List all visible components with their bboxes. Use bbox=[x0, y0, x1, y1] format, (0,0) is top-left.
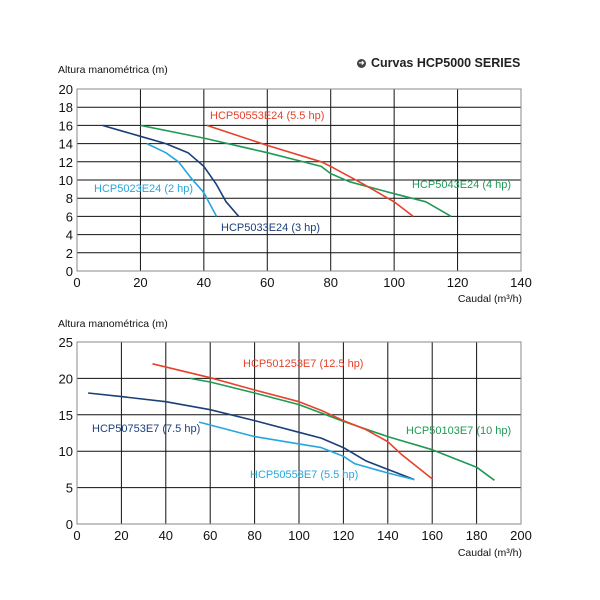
x-axis-label: Caudal (m³/h) bbox=[458, 547, 522, 559]
x-tick-label: 200 bbox=[510, 528, 532, 543]
y-tick-label: 4 bbox=[66, 228, 73, 243]
x-tick-label: 100 bbox=[288, 528, 310, 543]
plot-border bbox=[76, 341, 522, 525]
y-tick-label: 25 bbox=[59, 335, 73, 350]
x-tick-label: 20 bbox=[114, 528, 128, 543]
series-label: HCP50103E7 (10 hp) bbox=[406, 425, 511, 437]
y-tick-label: 0 bbox=[66, 517, 73, 532]
x-tick-label: 40 bbox=[197, 275, 211, 290]
series-label: HCP5023E24 (2 hp) bbox=[94, 183, 193, 195]
y-tick-label: 5 bbox=[66, 481, 73, 496]
y-tick-label: 15 bbox=[59, 408, 73, 423]
series-label: HCP50553E24 (5.5 hp) bbox=[210, 110, 324, 122]
series-line-hcp50553e24 bbox=[206, 124, 414, 218]
y-tick-label: 20 bbox=[59, 82, 73, 97]
x-tick-label: 0 bbox=[73, 275, 80, 290]
x-tick-label: 140 bbox=[510, 275, 532, 290]
y-tick-label: 8 bbox=[66, 191, 73, 206]
series-line-hcp50753e7 bbox=[88, 392, 415, 481]
series-line-hcp5033e24 bbox=[102, 124, 240, 217]
y-tick-label: 14 bbox=[59, 137, 73, 152]
y-tick-label: 10 bbox=[59, 444, 73, 459]
series-line-hcp5023e24 bbox=[146, 142, 218, 217]
series-label: HCP501253E7 (12.5 hp) bbox=[243, 358, 363, 370]
x-tick-label: 0 bbox=[73, 528, 80, 543]
series-line-hcp501253e7 bbox=[152, 363, 433, 480]
x-tick-label: 120 bbox=[333, 528, 355, 543]
y-axis-label: Altura manométrica (m) bbox=[58, 318, 168, 330]
series-label: HCP50553E7 (5.5 hp) bbox=[250, 469, 358, 481]
series-line-hcp50553e7 bbox=[198, 421, 415, 481]
y-tick-label: 16 bbox=[59, 118, 73, 133]
x-tick-label: 180 bbox=[466, 528, 488, 543]
x-tick-label: 20 bbox=[133, 275, 147, 290]
x-tick-label: 60 bbox=[260, 275, 274, 290]
y-tick-label: 18 bbox=[59, 100, 73, 115]
x-tick-label: 80 bbox=[247, 528, 261, 543]
x-tick-label: 140 bbox=[377, 528, 399, 543]
y-tick-label: 0 bbox=[66, 264, 73, 279]
series-label: HCP50753E7 (7.5 hp) bbox=[92, 423, 200, 435]
y-tick-label: 20 bbox=[59, 371, 73, 386]
x-tick-label: 60 bbox=[203, 528, 217, 543]
x-axis-label: Caudal (m³/h) bbox=[458, 293, 522, 305]
x-tick-label: 160 bbox=[421, 528, 443, 543]
x-tick-label: 80 bbox=[323, 275, 337, 290]
plot-border bbox=[76, 88, 522, 272]
figure-title-text: Curvas HCP5000 SERIES bbox=[371, 56, 521, 70]
y-tick-label: 2 bbox=[66, 246, 73, 261]
x-tick-label: 100 bbox=[383, 275, 405, 290]
series-label: HCP5043E24 (4 hp) bbox=[412, 179, 511, 191]
x-tick-label: 40 bbox=[159, 528, 173, 543]
y-axis-label: Altura manométrica (m) bbox=[58, 64, 168, 76]
series-label: HCP5033E24 (3 hp) bbox=[221, 222, 320, 234]
x-tick-label: 120 bbox=[447, 275, 469, 290]
y-tick-label: 6 bbox=[66, 209, 73, 224]
y-tick-label: 12 bbox=[59, 155, 73, 170]
arrow-circle-icon: ➜ bbox=[357, 58, 366, 68]
figure-title: ➜ Curvas HCP5000 SERIES bbox=[357, 56, 520, 70]
y-tick-label: 10 bbox=[59, 173, 73, 188]
series-line-hcp5043e24 bbox=[140, 124, 452, 218]
